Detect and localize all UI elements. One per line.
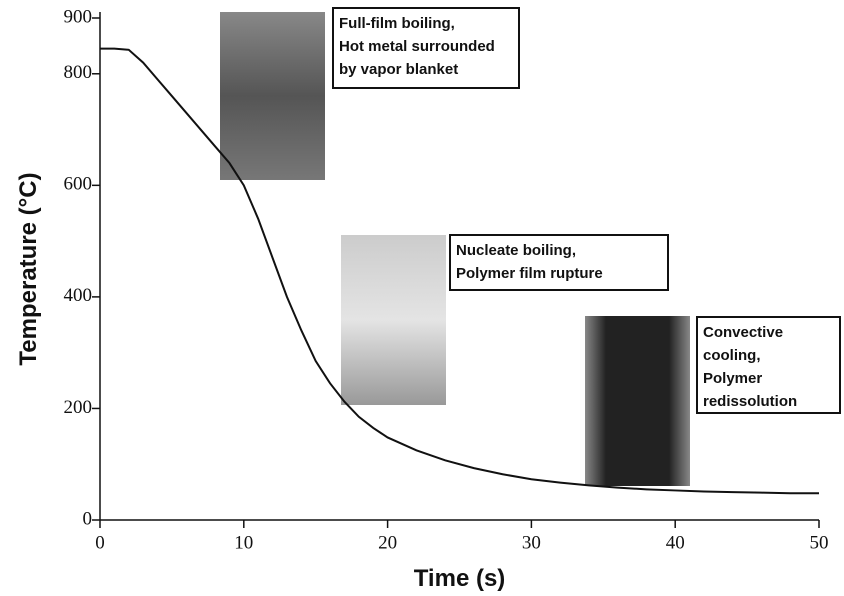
annotation-text: redissolution xyxy=(703,393,797,410)
x-tick-label: 0 xyxy=(95,532,105,553)
y-tick-label: 600 xyxy=(64,174,93,195)
photo-nucleate-boiling xyxy=(341,235,446,405)
annotation-text: Hot metal surrounded xyxy=(339,38,495,55)
x-tick-label: 50 xyxy=(810,532,829,553)
y-axis-label: Temperature (°C) xyxy=(15,172,42,365)
annotation-text: Nucleate boiling, xyxy=(456,242,576,259)
annotation-text: Full-film boiling, xyxy=(339,15,455,32)
annotation-box xyxy=(696,316,841,414)
annotation-box xyxy=(332,7,520,89)
annotation-text: Polymer film rupture xyxy=(456,265,603,282)
photo-convective-cooling xyxy=(585,316,690,486)
x-axis-label: Time (s) xyxy=(414,565,506,592)
x-tick-label: 20 xyxy=(378,532,397,553)
x-tick-label: 10 xyxy=(234,532,253,553)
annotation-text: cooling, xyxy=(703,347,761,364)
y-tick-label: 0 xyxy=(83,508,93,529)
photo-film-boiling xyxy=(220,12,325,180)
temperature-line xyxy=(100,47,819,495)
annotation-text: Polymer xyxy=(703,370,762,387)
y-tick-label: 800 xyxy=(64,62,93,83)
x-tick-label: 40 xyxy=(666,532,685,553)
annotation-box xyxy=(449,234,669,291)
y-tick-label: 900 xyxy=(64,6,93,27)
y-tick-label: 400 xyxy=(64,285,93,306)
x-tick-label: 30 xyxy=(522,532,541,553)
annotation-text: Convective xyxy=(703,324,783,341)
y-tick-label: 200 xyxy=(64,397,93,418)
annotation-text: by vapor blanket xyxy=(339,61,458,78)
